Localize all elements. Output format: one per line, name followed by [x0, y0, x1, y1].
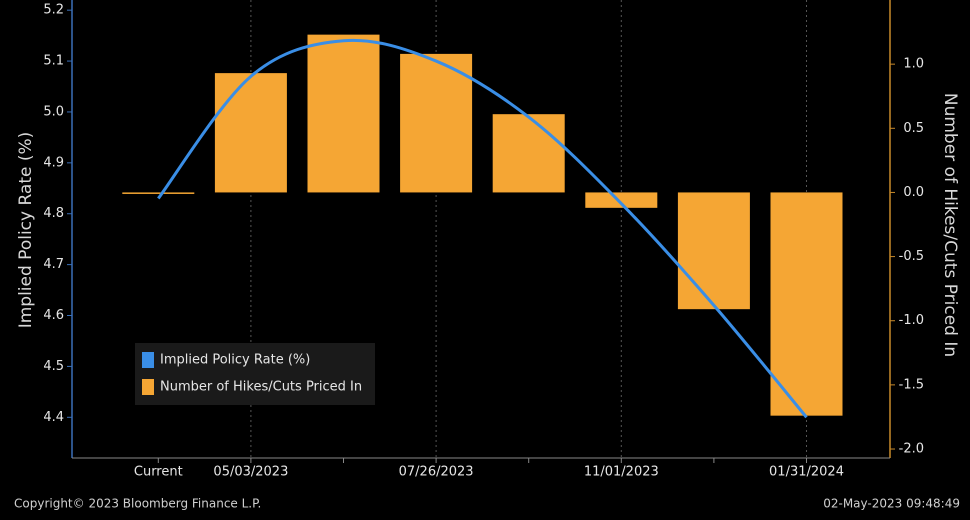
- legend-label: Implied Policy Rate (%): [160, 353, 310, 368]
- y-axis-title: Implied Policy Rate (%): [16, 132, 36, 329]
- y-tick-label: 5.2: [43, 3, 64, 18]
- bar: [122, 192, 195, 194]
- x-tick-label: Current: [134, 465, 183, 480]
- line: [157, 38, 808, 419]
- legend-swatch: [142, 379, 154, 395]
- bar: [214, 73, 287, 193]
- x-tick-label: 05/03/2023: [213, 465, 288, 480]
- y-tick-label: 4.6: [43, 308, 64, 323]
- bar: [677, 192, 750, 310]
- y2-tick-label: -1.0: [899, 313, 924, 328]
- y-tick-label: 4.5: [43, 359, 64, 374]
- y-tick-label: 5.0: [43, 104, 64, 119]
- x-tick-label: 07/26/2023: [399, 465, 474, 480]
- y-tick-label: 4.4: [43, 410, 64, 425]
- y2-tick-label: 0.5: [903, 121, 924, 136]
- legend-box: [135, 343, 375, 405]
- bar: [307, 34, 380, 193]
- y-tick-label: 4.7: [43, 257, 64, 272]
- x-tick-label: 01/31/2024: [769, 465, 844, 480]
- legend: Implied Policy Rate (%) Number of Hikes/C…: [135, 343, 375, 405]
- y2-tick-label: 0.0: [903, 185, 924, 200]
- source: Copyright© 2023 Bloomberg Finance L.P.: [14, 497, 261, 511]
- timestamp: 02-May-2023 09:48:49: [823, 497, 960, 511]
- y2-tick-label: -1.5: [899, 377, 924, 392]
- legend-label: Number of Hikes/Cuts Priced In: [160, 380, 362, 395]
- bar: [400, 53, 473, 193]
- x-tick-label: 11/01/2023: [584, 465, 659, 480]
- y-tick-label: 5.1: [43, 54, 64, 69]
- y2-tick-label: -0.5: [899, 249, 924, 264]
- y2-tick-label: -2.0: [899, 442, 924, 457]
- bar: [492, 114, 565, 193]
- bar: [585, 192, 658, 208]
- y2-tick-label: 1.0: [903, 57, 924, 72]
- y-tick-label: 4.9: [43, 155, 64, 170]
- legend-swatch: [142, 352, 154, 368]
- y-tick-label: 4.8: [43, 206, 64, 221]
- y2-axis-title: Number of Hikes/Cuts Priced In: [940, 93, 960, 357]
- bar: [770, 192, 843, 416]
